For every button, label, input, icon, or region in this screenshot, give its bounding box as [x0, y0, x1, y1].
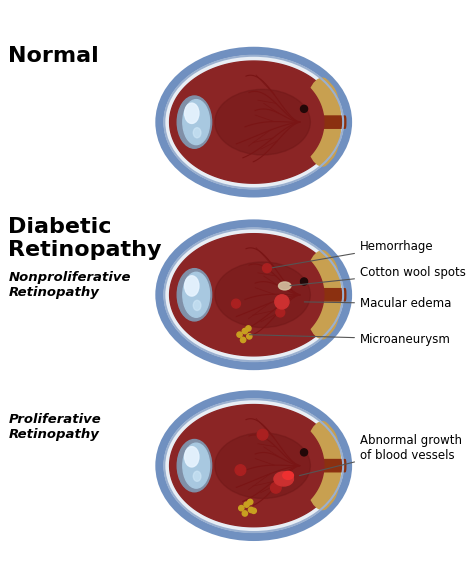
Circle shape	[246, 333, 252, 339]
Polygon shape	[170, 234, 338, 356]
Circle shape	[242, 511, 247, 516]
Ellipse shape	[183, 443, 210, 488]
Ellipse shape	[274, 472, 293, 486]
Polygon shape	[174, 409, 324, 522]
FancyBboxPatch shape	[299, 116, 346, 128]
Ellipse shape	[193, 471, 201, 481]
Text: Cotton wool spots: Cotton wool spots	[290, 266, 466, 285]
Polygon shape	[164, 399, 343, 532]
Ellipse shape	[193, 300, 201, 311]
Ellipse shape	[177, 96, 212, 148]
Circle shape	[237, 332, 242, 338]
Ellipse shape	[215, 433, 310, 499]
Ellipse shape	[193, 128, 201, 138]
Ellipse shape	[304, 422, 341, 510]
Polygon shape	[164, 229, 343, 361]
Circle shape	[235, 465, 246, 475]
Ellipse shape	[177, 440, 212, 492]
Text: Proliferative
Retinopathy: Proliferative Retinopathy	[9, 413, 101, 441]
Circle shape	[244, 502, 249, 507]
FancyBboxPatch shape	[299, 459, 346, 472]
Circle shape	[301, 105, 308, 113]
Polygon shape	[158, 393, 349, 539]
Circle shape	[301, 449, 308, 456]
Circle shape	[301, 278, 308, 285]
Polygon shape	[170, 404, 338, 527]
Circle shape	[275, 295, 289, 309]
Circle shape	[247, 499, 253, 505]
Circle shape	[239, 506, 244, 511]
Polygon shape	[164, 56, 343, 189]
Polygon shape	[174, 66, 324, 179]
Text: Abnormal growth
of blood vessels: Abnormal growth of blood vessels	[300, 434, 462, 476]
Ellipse shape	[184, 447, 199, 467]
Circle shape	[257, 430, 268, 440]
Polygon shape	[174, 238, 324, 352]
Circle shape	[276, 308, 285, 317]
Text: Macular edema: Macular edema	[304, 297, 451, 310]
Circle shape	[263, 264, 272, 272]
Ellipse shape	[215, 262, 310, 328]
Polygon shape	[158, 50, 349, 195]
Ellipse shape	[177, 268, 212, 321]
Text: Hemorrhage: Hemorrhage	[273, 240, 434, 268]
Ellipse shape	[279, 282, 291, 290]
Ellipse shape	[304, 78, 341, 166]
Ellipse shape	[283, 471, 293, 479]
Circle shape	[271, 482, 281, 493]
Ellipse shape	[184, 276, 199, 296]
Circle shape	[240, 338, 246, 343]
Polygon shape	[170, 61, 338, 183]
Circle shape	[248, 507, 254, 513]
Ellipse shape	[215, 89, 310, 155]
Circle shape	[242, 328, 247, 333]
Text: Nonproliferative
Retinopathy: Nonproliferative Retinopathy	[9, 271, 131, 299]
Circle shape	[246, 326, 251, 331]
Text: Normal: Normal	[9, 46, 99, 66]
Text: Microaneurysm: Microaneurysm	[249, 332, 451, 346]
Ellipse shape	[183, 100, 210, 145]
Ellipse shape	[183, 272, 210, 317]
Text: Diabetic
Retinopathy: Diabetic Retinopathy	[9, 217, 162, 260]
FancyBboxPatch shape	[299, 289, 346, 301]
Polygon shape	[158, 222, 349, 367]
Ellipse shape	[304, 251, 341, 339]
Ellipse shape	[184, 103, 199, 124]
Circle shape	[251, 508, 256, 513]
Circle shape	[232, 299, 240, 308]
